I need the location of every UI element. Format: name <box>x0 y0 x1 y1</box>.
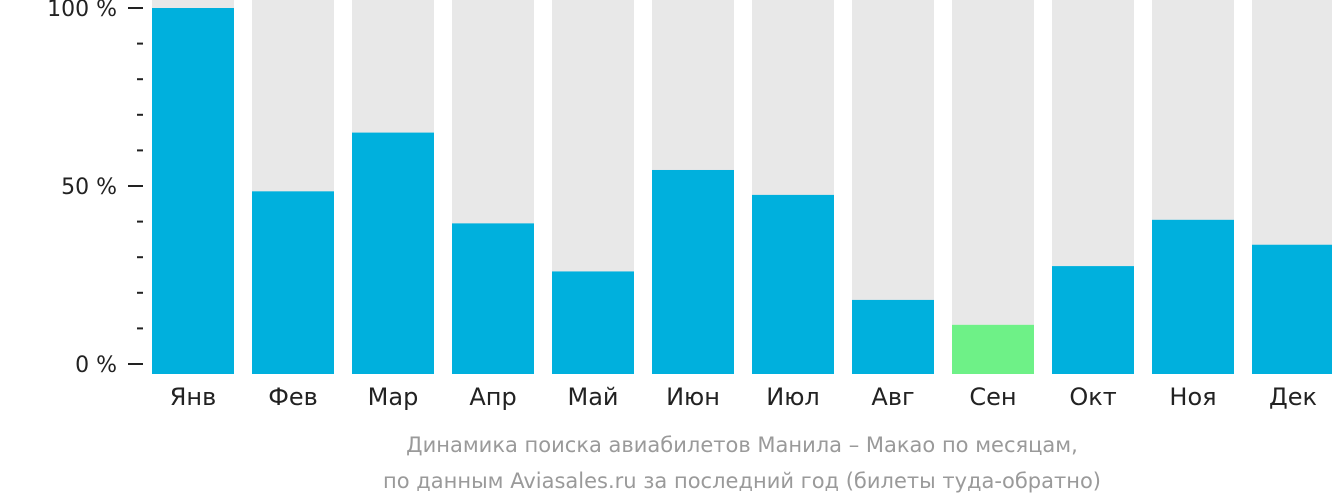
y-tick-label-2: 50 % <box>61 175 117 200</box>
x-tick-label-2: Фев <box>268 383 318 411</box>
caption-line-1: Динамика поиска авиабилетов Манила – Мак… <box>406 433 1078 457</box>
x-tick-label-8: Авг <box>871 383 914 411</box>
bars <box>152 8 1332 374</box>
x-tick-label-10: Окт <box>1069 383 1116 411</box>
bar-track-9 <box>952 0 1034 374</box>
bar-11 <box>1152 219 1234 374</box>
bar-12 <box>1252 244 1332 374</box>
bar-3 <box>352 132 434 374</box>
y-tick-label-3: 100 % <box>47 0 117 22</box>
bar-4 <box>452 223 534 374</box>
bar-6 <box>652 169 734 374</box>
x-tick-label-6: Июн <box>666 383 720 411</box>
x-tick-label-1: Янв <box>170 383 217 411</box>
x-tick-label-5: Май <box>567 383 618 411</box>
x-tick-label-3: Мар <box>368 383 419 411</box>
x-tick-label-11: Ноя <box>1169 383 1216 411</box>
x-axis-labels: Янв Фев Мар Апр Май Июн Июл Авг Сен Окт Ноя Дек <box>170 383 1317 411</box>
x-tick-label-9: Сен <box>969 383 1016 411</box>
y-axis: 0 % 50 % 100 % <box>47 0 143 378</box>
bar-10 <box>1052 266 1134 374</box>
x-tick-label-7: Июл <box>766 383 820 411</box>
bar-5 <box>552 271 634 374</box>
bar-8 <box>852 299 934 374</box>
bar-1 <box>152 8 234 374</box>
chart-caption: Динамика поиска авиабилетов Манила – Мак… <box>383 433 1101 493</box>
y-tick-label-1: 0 % <box>75 353 117 378</box>
x-tick-label-12: Дек <box>1269 383 1317 411</box>
bar-2 <box>252 191 334 374</box>
caption-line-2: по данным Aviasales.ru за последний год … <box>383 469 1101 493</box>
bar-7 <box>752 194 834 374</box>
bar-9 <box>952 324 1034 374</box>
x-tick-label-4: Апр <box>469 383 516 411</box>
